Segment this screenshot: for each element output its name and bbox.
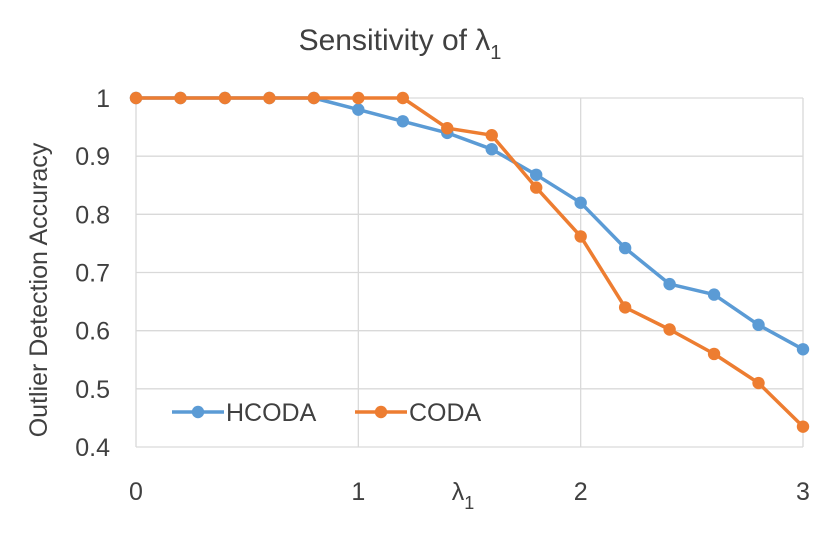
hcoda-point (663, 277, 676, 291)
coda-point (752, 376, 765, 390)
hcoda-point (574, 196, 587, 209)
coda-point (796, 420, 810, 433)
legend: HCODA CODA (172, 399, 482, 427)
y-tick-label: 0.4 (75, 434, 110, 462)
hcoda-point (796, 343, 810, 356)
hcoda-point (352, 103, 365, 116)
y-axis-ticks: 0.4 0.5 0.6 0.7 0.8 0.9 1 (75, 85, 110, 462)
coda-line (136, 96, 805, 428)
y-tick-label: 0.6 (75, 318, 110, 346)
legend-label: HCODA (226, 399, 317, 427)
x-axis-ticks: 0 1 2 3 (129, 478, 810, 506)
hcoda-point (707, 288, 721, 301)
coda-point (174, 91, 187, 105)
coda-point (263, 91, 276, 105)
y-tick-label: 0.9 (75, 143, 110, 171)
coda-point (707, 347, 721, 361)
coda-point (129, 91, 143, 105)
coda-point (218, 91, 232, 105)
hcoda-point (618, 241, 632, 255)
hcoda-point (530, 168, 543, 181)
x-tick-label: 2 (574, 478, 588, 506)
legend-point-marker (191, 405, 205, 419)
x-axis-title: λ1 (452, 478, 475, 513)
coda-point (618, 301, 632, 314)
grid (135, 97, 804, 448)
coda-point (307, 91, 321, 105)
legend-label: CODA (409, 399, 482, 427)
y-tick-label: 0.7 (75, 260, 110, 288)
series-layer (129, 91, 810, 433)
y-axis-title: Outlier Detection Accuracy (25, 142, 53, 437)
coda-point (396, 91, 409, 105)
y-tick-label: 0.5 (75, 376, 110, 404)
x-tick-label: 3 (796, 478, 810, 506)
coda-point (530, 181, 543, 194)
coda-point (485, 129, 498, 142)
x-tick-label: 0 (129, 478, 143, 506)
legend-point-marker (374, 405, 388, 419)
y-tick-label: 0.8 (75, 201, 110, 229)
coda-point (352, 91, 365, 105)
legend-item-hcoda: HCODA (172, 399, 317, 427)
coda-point (663, 323, 676, 336)
legend-item-coda: CODA (355, 399, 482, 427)
coda-point (574, 230, 587, 243)
series-coda (129, 91, 810, 433)
hcoda-point (752, 318, 765, 332)
y-tick-label: 1 (96, 85, 110, 113)
x-tick-label: 1 (351, 478, 365, 506)
chart-title: Sensitivity of λ1 (299, 24, 502, 64)
hcoda-point (396, 115, 409, 128)
hcoda-point (485, 142, 498, 156)
coda-point (441, 122, 454, 135)
hcoda-line (136, 96, 804, 351)
